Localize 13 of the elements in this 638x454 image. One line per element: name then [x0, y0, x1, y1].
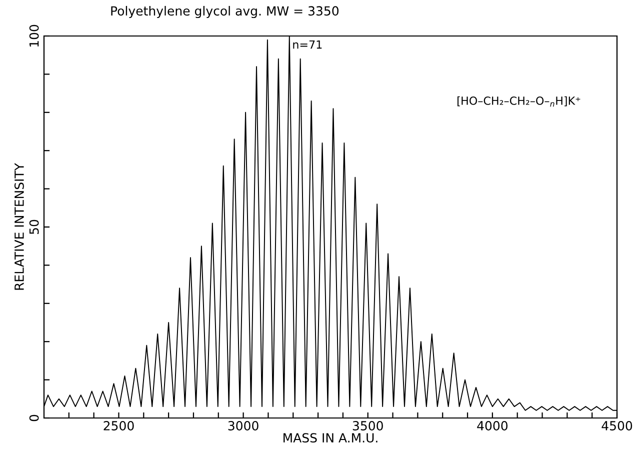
y-tick-label: 0 [29, 414, 39, 422]
x-axis-title: MASS IN A.M.U. [284, 433, 378, 443]
y-tick-label: 50 [29, 220, 39, 234]
chart-title: Polyethylene glycol avg. MW = 3350 [111, 6, 339, 18]
x-tick-label: 3000 [228, 421, 258, 430]
x-tick-label: 4500 [602, 421, 632, 430]
x-tick-label: 3500 [352, 421, 383, 430]
x-tick-label: 2500 [104, 421, 134, 430]
annotation: n=71 [293, 40, 322, 49]
x-tick-label: 4000 [477, 421, 508, 430]
y-tick-label: 100 [29, 24, 39, 47]
annotation: [HO–CH₂–CH₂–O–$_{n}$H]K⁺ [458, 96, 580, 107]
y-axis-title: RELATIVE INTENSITY [14, 162, 24, 290]
